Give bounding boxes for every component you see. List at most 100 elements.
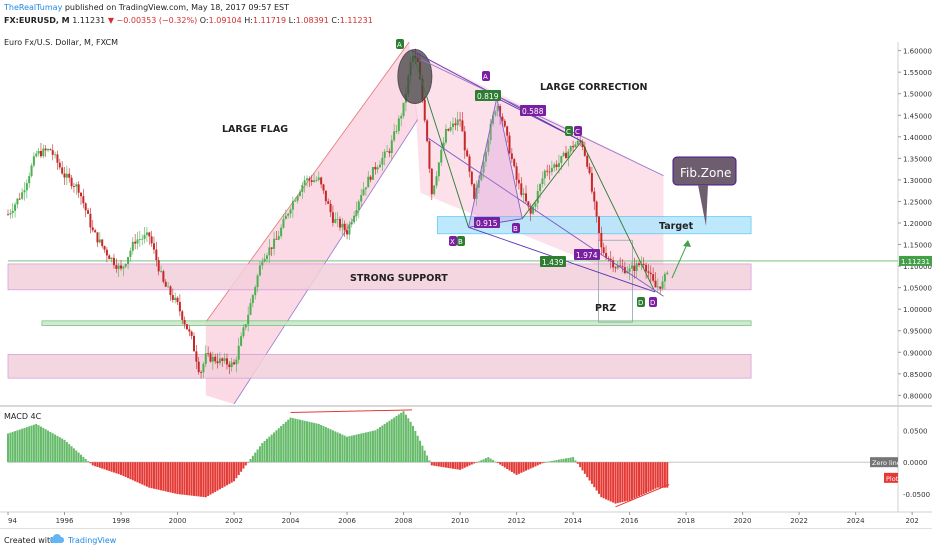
low-value: 1.08391 [295,16,329,25]
macd-bar [649,462,652,491]
macd-bar [63,439,66,463]
macd-bar [249,459,252,463]
macd-bar [605,462,608,500]
candle-body [324,190,327,202]
macd-bar [659,462,662,488]
macd-bar [454,462,457,470]
macd-bar [61,438,64,463]
candle-body [522,193,525,195]
time-tick-label: 1996 [56,517,74,525]
macd-bar [532,462,535,468]
time-tick-label: 2022 [790,517,808,525]
price-tick-label: 1.25000 [903,198,932,206]
candle-body [369,176,372,180]
macd-tick-label: 0.0500 [903,427,928,435]
macd-bar [235,462,238,479]
candle-body [635,263,638,271]
macd-bar [463,462,466,468]
candle-body [357,201,360,211]
tradingview-brand[interactable]: TradingView [68,536,117,545]
pattern-point-bg [457,236,465,246]
candle-body [169,286,172,296]
candle-body [663,273,666,282]
candle-body [70,177,73,187]
candle-body [619,265,622,267]
candle-body [444,128,447,143]
candle-body [379,164,382,168]
prz-box [598,239,633,323]
macd-bar [155,462,158,490]
candle-body [270,247,273,249]
macd-bar [141,462,144,485]
macd-bar [30,425,33,463]
candle-body [454,123,457,126]
ratio-badge-bg [520,105,546,116]
candle-body [21,192,24,199]
macd-bar [225,462,228,486]
macd-title: MACD 4C [4,412,42,421]
tradingview-cloud-icon [50,534,64,543]
candle-body [89,213,92,228]
macd-bar [426,455,429,463]
macd-bar [98,462,101,468]
candle-body [75,184,78,187]
macd-bar [65,442,68,463]
zone-layer [7,41,898,405]
price-axis[interactable]: 1.60000 1.55000 1.50000 1.45000 1.40000 1.350… [898,48,932,401]
candle-body [501,116,504,121]
candle-body [605,253,608,259]
macd-bar [280,426,283,463]
macd-bar [23,427,26,463]
macd-bar [32,424,35,463]
time-axis[interactable]: 94 1996 1998 2000 2002 2004 2006 2008 2010 2012 20… [7,512,919,525]
candle-body [524,193,527,202]
candle-body [164,281,167,287]
macd-bar [334,431,337,463]
candle-body [105,249,108,256]
candle-body [562,152,565,157]
author-link[interactable]: TheRealTumay [4,3,63,12]
candle-body [393,131,396,141]
candle-body [572,146,575,148]
macd-bar [586,462,589,478]
macd-bar [590,462,593,484]
candle-body [18,198,21,200]
macd-bar [452,462,454,469]
macd-bar [150,462,153,489]
macd-bar [494,461,497,463]
macd-bar [124,462,127,478]
macd-bar [614,462,617,504]
created-with-label: Created with [4,536,56,545]
candle-body [461,120,464,132]
candle-body [263,258,266,262]
macd-bar [529,462,532,469]
candle-layer [7,48,669,379]
candle-body [489,123,492,141]
ratio-badge: 1.439 [542,258,564,267]
macd-bar [609,462,612,502]
macd-bar [364,432,367,463]
macd-bar [487,457,490,463]
ratio-badge: 0.915 [476,219,498,228]
candle-body [499,106,502,117]
candle-body [527,201,530,207]
macd-bar [320,425,323,463]
price-chart[interactable]: LARGE FLAG LARGE CORRECTION STRONG SUPPORT… [0,0,932,528]
macd-bar [240,462,243,472]
price-value: 1.11231 [72,16,106,25]
macd-bar [638,462,641,497]
candle-body [110,257,113,260]
macd-bar [251,455,254,463]
macd-bar [661,462,664,488]
macd-bar [602,462,605,499]
macd-bar [442,462,445,468]
candle-body [181,311,184,320]
macd-bar [209,462,212,495]
candle-body [291,201,294,210]
macd-bar [233,462,236,482]
candle-body [513,159,516,167]
macd-bar [331,430,334,463]
candle-body [37,150,40,154]
macd-bar [440,462,443,467]
macd-bar [534,462,537,467]
